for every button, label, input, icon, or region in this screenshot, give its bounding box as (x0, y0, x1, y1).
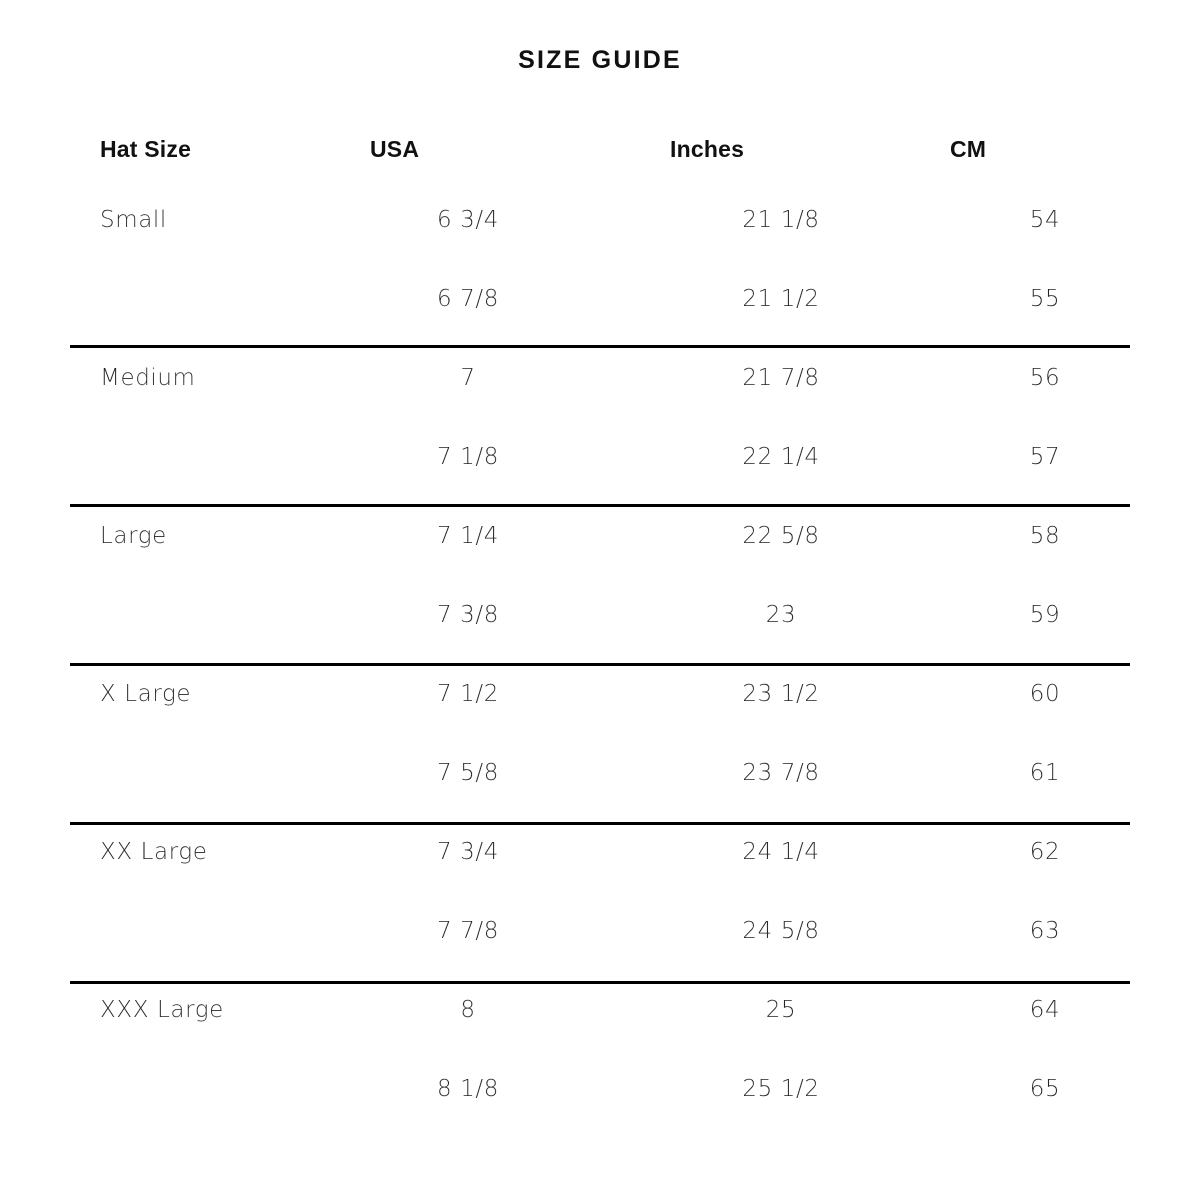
cell-cm: 64 (1029, 996, 1061, 1023)
column-header-hat-size: Hat Size (100, 135, 192, 162)
table-row: Large 7 1/4 22 5/8 58 (70, 496, 1130, 575)
cell-usa: 7 7/8 (437, 917, 499, 944)
cell-hat-size: Large (100, 522, 167, 549)
cell-cm: 60 (1029, 680, 1061, 707)
cell-hat-size: XX Large (100, 838, 208, 865)
cell-cm: 61 (1029, 759, 1061, 786)
table-row: 6 7/8 21 1/2 55 (70, 259, 1130, 338)
cell-inches: 22 1/4 (742, 443, 820, 470)
cell-usa: 6 7/8 (437, 285, 499, 312)
cell-cm: 58 (1029, 522, 1061, 549)
group-divider (70, 981, 1130, 984)
cell-usa: 7 3/8 (437, 601, 499, 628)
cell-inches: 21 1/2 (742, 285, 820, 312)
cell-inches: 24 1/4 (742, 838, 820, 865)
cell-cm: 62 (1029, 838, 1061, 865)
cell-hat-size: Small (100, 206, 167, 233)
column-header-inches: Inches (670, 135, 745, 162)
table-row: 8 1/8 25 1/2 65 (70, 1049, 1130, 1128)
cell-usa: 8 (460, 996, 476, 1023)
cell-usa: 7 1/4 (437, 522, 499, 549)
group-divider (70, 822, 1130, 825)
table-row: XXX Large 8 25 64 (70, 970, 1130, 1049)
cell-hat-size: Medium (100, 364, 196, 391)
table-header-row: Hat Size USA Inches CM (70, 118, 1130, 180)
cell-inches: 25 1/2 (742, 1075, 820, 1102)
cell-usa: 7 (460, 364, 476, 391)
cell-cm: 55 (1029, 285, 1061, 312)
group-divider (70, 504, 1130, 507)
table-row: 7 3/8 23 59 (70, 575, 1130, 654)
cell-cm: 63 (1029, 917, 1061, 944)
column-header-cm: CM (950, 135, 987, 162)
page-title: SIZE GUIDE (518, 46, 682, 74)
cell-usa: 8 1/8 (437, 1075, 499, 1102)
table-row: 7 5/8 23 7/8 61 (70, 733, 1130, 812)
cell-usa: 7 5/8 (437, 759, 499, 786)
table-row: 7 7/8 24 5/8 63 (70, 891, 1130, 970)
table-row: Medium 7 21 7/8 56 (70, 338, 1130, 417)
cell-inches: 23 (765, 601, 797, 628)
cell-cm: 57 (1029, 443, 1061, 470)
cell-inches: 25 (765, 996, 797, 1023)
column-header-usa: USA (370, 135, 420, 162)
cell-inches: 24 5/8 (742, 917, 820, 944)
table-row: Small 6 3/4 21 1/8 54 (70, 180, 1130, 259)
group-divider (70, 345, 1130, 348)
table-row: XX Large 7 3/4 24 1/4 62 (70, 812, 1130, 891)
cell-hat-size: XXX Large (100, 996, 224, 1023)
cell-inches: 21 1/8 (742, 206, 820, 233)
group-divider (70, 663, 1130, 666)
table-row: X Large 7 1/2 23 1/2 60 (70, 654, 1130, 733)
size-guide-table: Hat Size USA Inches CM Small 6 3/4 21 1/… (70, 118, 1130, 1128)
cell-inches: 21 7/8 (742, 364, 820, 391)
cell-usa: 7 1/8 (437, 443, 499, 470)
cell-cm: 59 (1029, 601, 1061, 628)
cell-inches: 22 5/8 (742, 522, 820, 549)
cell-usa: 6 3/4 (437, 206, 499, 233)
cell-inches: 23 1/2 (742, 680, 820, 707)
table-row: 7 1/8 22 1/4 57 (70, 417, 1130, 496)
cell-cm: 54 (1029, 206, 1061, 233)
cell-cm: 65 (1029, 1075, 1061, 1102)
cell-inches: 23 7/8 (742, 759, 820, 786)
cell-cm: 56 (1029, 364, 1061, 391)
cell-usa: 7 1/2 (437, 680, 499, 707)
cell-hat-size: X Large (100, 680, 192, 707)
cell-usa: 7 3/4 (437, 838, 499, 865)
